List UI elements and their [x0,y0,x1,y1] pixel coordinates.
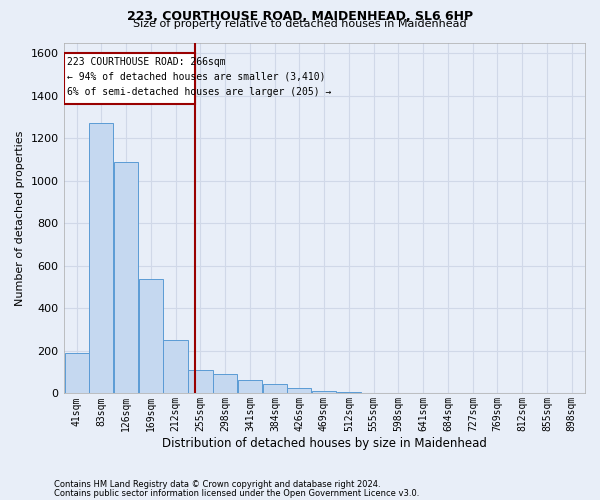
Y-axis label: Number of detached properties: Number of detached properties [15,130,25,306]
Text: ← 94% of detached houses are smaller (3,410): ← 94% of detached houses are smaller (3,… [67,72,326,82]
Text: 223 COURTHOUSE ROAD: 266sqm: 223 COURTHOUSE ROAD: 266sqm [67,58,226,68]
Bar [337,392,361,394]
Text: Size of property relative to detached houses in Maidenhead: Size of property relative to detached ho… [133,19,467,29]
Bar [139,278,163,394]
Text: 223, COURTHOUSE ROAD, MAIDENHEAD, SL6 6HP: 223, COURTHOUSE ROAD, MAIDENHEAD, SL6 6H… [127,10,473,23]
Bar [213,374,238,394]
Text: Contains HM Land Registry data © Crown copyright and database right 2024.: Contains HM Land Registry data © Crown c… [54,480,380,489]
Text: 6% of semi-detached houses are larger (205) →: 6% of semi-detached houses are larger (2… [67,86,331,97]
Bar [163,340,188,394]
Bar [287,388,311,394]
Bar [263,384,287,394]
Bar [188,370,212,394]
Bar [312,392,336,394]
Bar [114,162,138,394]
X-axis label: Distribution of detached houses by size in Maidenhead: Distribution of detached houses by size … [162,437,487,450]
Bar [89,124,113,394]
Bar [362,393,386,394]
FancyBboxPatch shape [64,53,194,104]
Text: Contains public sector information licensed under the Open Government Licence v3: Contains public sector information licen… [54,488,419,498]
Bar [238,380,262,394]
Bar [65,353,89,394]
